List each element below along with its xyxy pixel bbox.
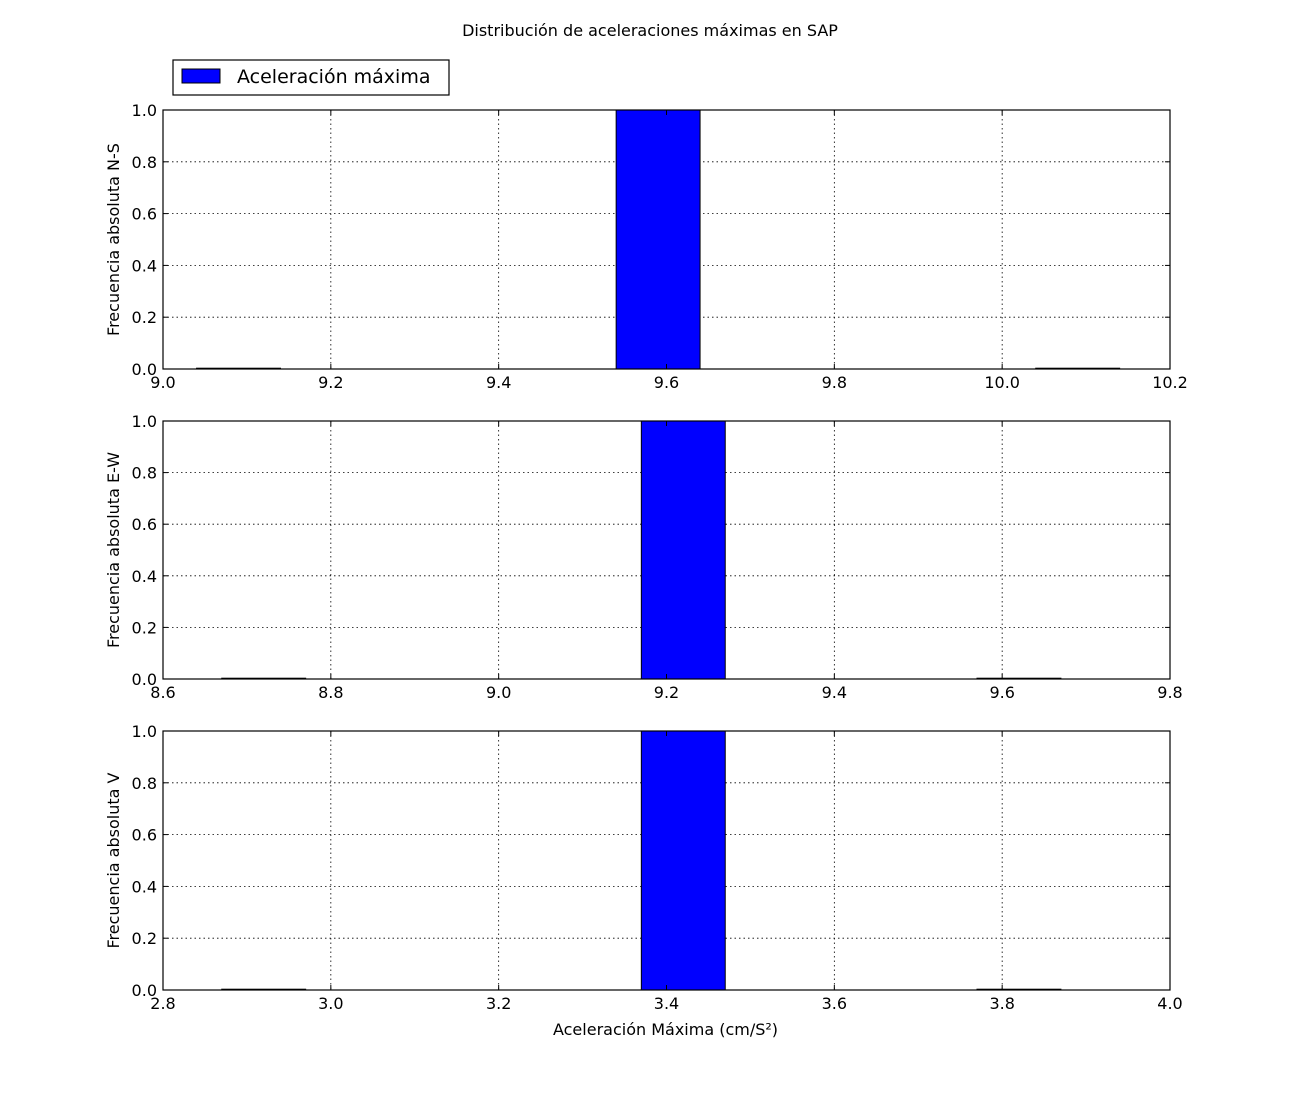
y-tick-label: 1.0 xyxy=(132,722,157,741)
legend: Aceleración máxima xyxy=(172,59,450,96)
subplot-top: 9.0 9.2 9.4 9.6 9.8 10.0 10.2 0.0 0.2 0.4 0.6 0.8 1.… xyxy=(104,101,1188,392)
x-tick-label: 9.0 xyxy=(150,373,175,392)
x-tick-label: 9.2 xyxy=(318,373,343,392)
y-axis-label: Frecuencia absoluta V xyxy=(104,772,123,948)
histogram-bar xyxy=(615,109,701,370)
x-tick-label: 9.2 xyxy=(654,683,679,702)
x-tick-label: 3.4 xyxy=(654,994,679,1013)
y-tick-label: 0.6 xyxy=(132,826,157,845)
legend-swatch xyxy=(181,68,221,84)
y-tick-label: 0.4 xyxy=(132,567,157,586)
figure-title: Distribución de aceleraciones máximas en… xyxy=(462,21,838,40)
y-axis-label: Frecuencia absoluta N-S xyxy=(104,143,123,336)
y-tick-label: 0.6 xyxy=(132,515,157,534)
y-tick-label: 0.2 xyxy=(132,618,157,637)
x-tick-label: 8.8 xyxy=(318,683,343,702)
x-tick-label: 4.0 xyxy=(1157,994,1182,1013)
y-tick-label: 0.2 xyxy=(132,929,157,948)
y-tick-label: 0.8 xyxy=(132,464,157,483)
y-tick-label: 0.8 xyxy=(132,153,157,172)
x-tick-label: 9.6 xyxy=(989,683,1014,702)
x-tick-label: 9.8 xyxy=(822,373,847,392)
y-axis-label: Frecuencia absoluta E-W xyxy=(104,452,123,648)
y-tick-label: 1.0 xyxy=(132,412,157,431)
x-tick-label: 3.0 xyxy=(318,994,343,1013)
y-tick-label: 0.0 xyxy=(132,360,157,379)
x-tick-label: 8.6 xyxy=(150,683,175,702)
y-tick-label: 0.6 xyxy=(132,205,157,224)
x-tick-label: 10.0 xyxy=(984,373,1020,392)
subplots: 9.0 9.2 9.4 9.6 9.8 10.0 10.2 0.0 0.2 0.4 0.6 0.8 1.… xyxy=(104,101,1188,1039)
y-tick-label: 0.0 xyxy=(132,670,157,689)
x-axis-label: Aceleración Máxima (cm/S²) xyxy=(553,1020,778,1039)
y-tick-label: 0.0 xyxy=(132,981,157,1000)
y-tick-label: 1.0 xyxy=(132,101,157,120)
histogram-bar xyxy=(640,730,726,991)
x-tick-label: 3.2 xyxy=(486,994,511,1013)
x-tick-label: 9.0 xyxy=(486,683,511,702)
x-tick-label: 9.4 xyxy=(822,683,847,702)
x-tick-label: 10.2 xyxy=(1152,373,1188,392)
y-tick-label: 0.2 xyxy=(132,308,157,327)
histogram-bar xyxy=(640,420,726,680)
x-tick-label: 3.8 xyxy=(989,994,1014,1013)
x-tick-label: 2.8 xyxy=(150,994,175,1013)
subplot-middle: 8.6 8.8 9.0 9.2 9.4 9.6 9.8 0.0 0.2 0.4 0.6 0.8 1.0 F… xyxy=(104,412,1183,702)
y-tick-label: 0.4 xyxy=(132,256,157,275)
x-tick-label: 9.8 xyxy=(1157,683,1182,702)
y-tick-label: 0.4 xyxy=(132,877,157,896)
x-tick-label: 9.4 xyxy=(486,373,511,392)
y-tick-label: 0.8 xyxy=(132,774,157,793)
legend-label: Aceleración máxima xyxy=(237,66,430,88)
x-tick-label: 3.6 xyxy=(822,994,847,1013)
x-tick-label: 9.6 xyxy=(654,373,679,392)
subplot-bottom: 2.8 3.0 3.2 3.4 3.6 3.8 4.0 0.0 0.2 0.4 0.6 0.8 1.0 F… xyxy=(104,722,1183,1039)
